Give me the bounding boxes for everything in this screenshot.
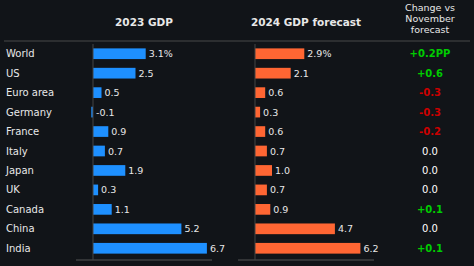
bar <box>93 146 105 157</box>
data-label: 5.2 <box>184 223 199 234</box>
change-label: +0.6 <box>417 68 443 79</box>
bars <box>91 48 207 253</box>
zero-line <box>255 44 256 260</box>
chart: World US Euro area Germany France Italy Japan U… <box>0 0 474 266</box>
change-label: +0.1 <box>417 243 443 254</box>
data-label: 2.9% <box>307 48 331 59</box>
change-label: 0.0 <box>422 146 438 157</box>
axis-line <box>238 260 374 261</box>
change-header-line: November <box>405 13 455 24</box>
bar <box>255 146 267 157</box>
data-label: 6.7 <box>210 243 225 254</box>
data-label: 0.6 <box>268 87 283 98</box>
bar <box>255 48 304 59</box>
data-label: 2.1 <box>294 68 309 79</box>
bar <box>255 126 265 137</box>
data-label: 1.0 <box>275 165 290 176</box>
data-label: 0.9 <box>111 126 126 137</box>
category-label: Germany <box>6 107 52 118</box>
data-label: 1.9 <box>128 165 143 176</box>
bar <box>93 48 146 59</box>
category-label: Italy <box>6 146 28 157</box>
bar <box>93 87 102 98</box>
change-label: 0.0 <box>422 223 438 234</box>
data-label: 0.6 <box>268 126 283 137</box>
category-label: World <box>6 48 35 59</box>
bar <box>255 107 260 118</box>
bar <box>255 68 291 79</box>
data-label: 6.2 <box>363 243 378 254</box>
data-label: 0.3 <box>263 107 278 118</box>
bar <box>255 223 335 234</box>
bar <box>255 165 272 176</box>
bar <box>255 243 360 254</box>
data-label: 0.7 <box>270 146 285 157</box>
category-label: US <box>6 68 20 79</box>
change-label: 0.0 <box>422 184 438 195</box>
change-label: -0.2 <box>419 126 441 137</box>
category-label: Euro area <box>6 87 54 98</box>
axis-line <box>76 260 212 261</box>
bar <box>93 165 125 176</box>
change-header-line: forecast <box>411 24 450 35</box>
data-label: 0.9 <box>273 204 288 215</box>
header-separator <box>4 41 470 42</box>
category-label: India <box>6 243 31 254</box>
data-label: 1.1 <box>115 204 130 215</box>
data-label: 2.5 <box>139 68 154 79</box>
series-header: 2024 GDP forecast <box>251 16 361 28</box>
bars <box>255 48 360 253</box>
change-header-line: Change vs <box>405 2 455 13</box>
data-label: -0.1 <box>96 107 115 118</box>
change-label: -0.3 <box>419 87 441 98</box>
change-label: -0.3 <box>419 107 441 118</box>
data-label: 0.7 <box>108 146 123 157</box>
bar <box>93 204 112 215</box>
bar <box>255 87 265 98</box>
category-label: Japan <box>5 165 34 176</box>
data-label: 0.3 <box>101 184 116 195</box>
zero-line <box>93 44 94 260</box>
data-label: 3.1% <box>149 48 173 59</box>
change-label: 0.0 <box>422 165 438 176</box>
data-label: 0.5 <box>105 87 120 98</box>
category-label: France <box>6 126 39 137</box>
bar <box>93 68 136 79</box>
category-label: UK <box>6 184 20 195</box>
series-header: 2023 GDP <box>115 16 173 28</box>
category-label: Canada <box>6 204 44 215</box>
change-header: Change vsNovemberforecast <box>405 2 455 35</box>
bar <box>93 243 207 254</box>
change-label: +0.1 <box>417 204 443 215</box>
category-label: China <box>6 223 35 234</box>
bar <box>255 204 270 215</box>
change-label: +0.2PP <box>410 48 451 59</box>
bar <box>255 185 267 196</box>
data-label: 4.7 <box>338 223 353 234</box>
data-label: 0.7 <box>270 184 285 195</box>
bar <box>93 223 181 234</box>
bar <box>93 126 108 137</box>
bar <box>93 185 98 196</box>
background <box>0 0 474 266</box>
